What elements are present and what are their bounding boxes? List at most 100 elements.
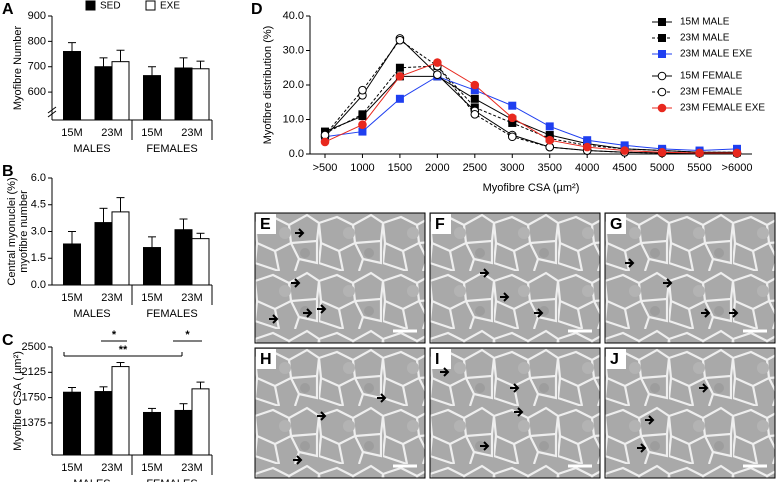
- y-tick-label: 1.5: [31, 252, 46, 264]
- group-label: MALES: [73, 308, 110, 320]
- bar: [111, 366, 130, 456]
- marker: [507, 113, 517, 123]
- legend-marker: [657, 87, 667, 97]
- y-tick-label: 4.5: [31, 199, 46, 211]
- marker: [583, 136, 592, 145]
- x-tick-label: 15M: [61, 292, 82, 304]
- bar: [191, 388, 210, 456]
- arrow: [500, 292, 510, 302]
- arrow: [317, 411, 327, 421]
- arrow: [440, 367, 450, 377]
- x-tick-label: 23M: [101, 462, 122, 474]
- x-tick-label: 15M: [141, 462, 162, 474]
- legend-label: 23M MALE EXE: [680, 49, 753, 60]
- arrow: [293, 455, 303, 465]
- legend-label: 23M MALE: [680, 33, 730, 44]
- micrograph: H: [254, 347, 426, 479]
- bar: [143, 75, 161, 121]
- label-box: [256, 214, 276, 234]
- micrograph-label: H: [260, 351, 272, 368]
- x-tick-label: 1000: [350, 162, 374, 174]
- x-axis-label: Myofibre CSA (µm²): [483, 182, 580, 194]
- legend-label: 23M FEMALE EXE: [680, 103, 765, 114]
- bar: [111, 61, 130, 121]
- x-tick-label: 15M: [61, 462, 82, 474]
- y-tick-label: 2125: [22, 366, 46, 378]
- arrow: [699, 383, 709, 393]
- bar: [143, 411, 161, 456]
- micrograph-label: G: [610, 216, 622, 233]
- x-tick-label: 1500: [388, 162, 412, 174]
- significance-label: *: [112, 329, 117, 341]
- legend-label: EXE: [160, 1, 180, 12]
- marker: [433, 70, 442, 79]
- micrograph: G: [604, 212, 776, 344]
- legend-marker: [657, 103, 667, 113]
- label-box: [606, 349, 626, 369]
- marker: [732, 148, 742, 158]
- marker: [395, 94, 404, 103]
- marker: [395, 72, 405, 81]
- legend-swatch: [85, 0, 96, 11]
- bar: [174, 409, 193, 456]
- micrograph: E: [254, 212, 426, 344]
- x-tick-label: 2000: [425, 162, 449, 174]
- arrow: [291, 278, 301, 288]
- x-tick-label: >500: [313, 162, 338, 174]
- legend-label: 15M MALE: [680, 17, 730, 28]
- bar: [94, 391, 113, 456]
- marker: [582, 142, 592, 152]
- marker: [433, 58, 442, 67]
- y-tick-label: 600: [28, 86, 46, 98]
- micrograph-image: [429, 212, 601, 344]
- x-tick-label: 23M: [101, 127, 122, 139]
- y-axis-label: Central myonuclei (%): [6, 177, 18, 285]
- group-label: MALES: [73, 478, 110, 482]
- y-tick-label: 1750: [22, 392, 46, 404]
- y-tick-label: 0.0: [31, 279, 46, 291]
- bar: [174, 67, 193, 121]
- group-label: MALES: [73, 143, 110, 155]
- x-tick-label: 3500: [537, 162, 561, 174]
- series-line: [324, 62, 737, 154]
- marker: [470, 110, 480, 119]
- marker: [358, 85, 367, 95]
- legend-label: SED: [100, 1, 121, 12]
- significance-label: **: [119, 344, 128, 356]
- marker: [695, 148, 704, 158]
- y-tick-label: 2500: [22, 341, 46, 353]
- significance-label: *: [185, 329, 190, 341]
- series-line: [324, 75, 738, 152]
- y-tick-label: 20.0: [283, 79, 304, 91]
- y-tick-label: 40.0: [283, 10, 304, 22]
- micrograph: J: [604, 347, 776, 479]
- y-tick-label: 30.0: [283, 44, 304, 56]
- marker: [395, 63, 404, 72]
- bar: [63, 51, 81, 121]
- arrow: [663, 278, 673, 288]
- x-tick-label: 23M: [181, 462, 202, 474]
- x-tick-label: 15M: [141, 127, 162, 139]
- arrow: [645, 415, 655, 425]
- arrow: [480, 441, 490, 451]
- arrow: [729, 308, 739, 318]
- legend-label: 15M FEMALE: [680, 71, 743, 82]
- panel-label: D: [251, 1, 263, 18]
- legend-label: 23M FEMALE: [680, 87, 743, 98]
- y-tick-label: 3.0: [31, 225, 46, 237]
- x-tick-label: 5500: [687, 162, 711, 174]
- label-box: [256, 349, 276, 369]
- y-axis-label: Myofibre CSA ( µm²): [12, 351, 24, 451]
- legend-marker: [657, 71, 667, 81]
- arrow: [534, 308, 544, 318]
- legend-swatch: [145, 0, 156, 11]
- micrograph-label: I: [435, 351, 439, 368]
- x-tick-label: 2500: [463, 162, 487, 174]
- marker: [545, 135, 555, 145]
- micrograph: F: [429, 212, 601, 344]
- arrow: [269, 314, 279, 324]
- arrow: [637, 443, 647, 453]
- label-box: [431, 349, 451, 369]
- micrograph-image: [604, 347, 776, 479]
- marker: [358, 127, 367, 136]
